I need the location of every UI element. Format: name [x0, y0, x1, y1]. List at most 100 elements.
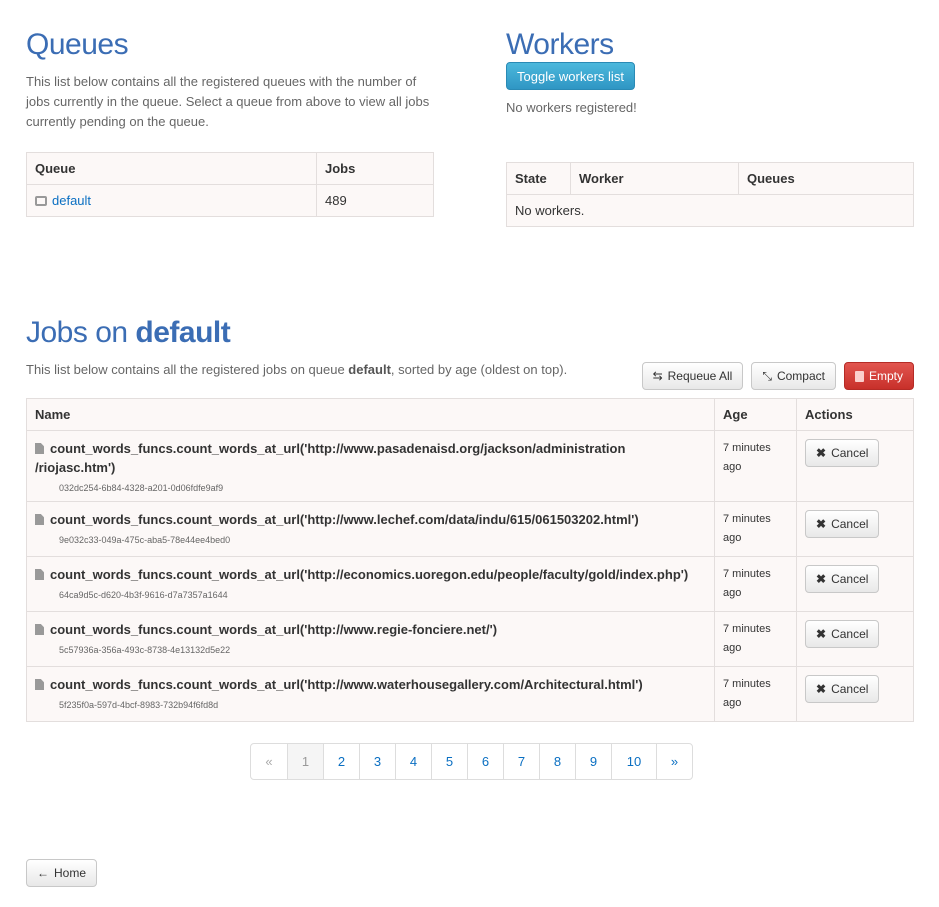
cancel-label: Cancel: [831, 627, 869, 641]
requeue-all-button[interactable]: ⇆ Requeue All: [641, 362, 744, 390]
workers-table: State Worker Queues No workers.: [506, 162, 914, 227]
col-worker: Worker: [570, 162, 739, 195]
toggle-workers-button[interactable]: Toggle workers list: [506, 62, 635, 90]
page-8[interactable]: 8: [539, 744, 575, 779]
workers-section: Workers Toggle workers list No workers r…: [506, 28, 914, 227]
cancel-button[interactable]: ✖ Cancel: [805, 620, 880, 648]
cancel-label: Cancel: [831, 572, 869, 586]
col-jobs: Jobs: [316, 152, 434, 185]
col-queue: Queue: [26, 152, 317, 185]
page-10[interactable]: 10: [611, 744, 656, 779]
file-icon: [35, 443, 44, 454]
file-icon: [35, 569, 44, 580]
queue-link-default[interactable]: default: [52, 193, 92, 208]
job-id: 9e032c33-049a-475c-aba5-78e44ee4bed0: [59, 535, 231, 545]
requeue-icon: ⇆: [652, 369, 663, 383]
jobs-section: Jobs on default This list below contains…: [26, 316, 914, 722]
page-7[interactable]: 7: [503, 744, 539, 779]
empty-button[interactable]: Empty: [843, 362, 914, 390]
compress-icon: ⤡: [762, 368, 772, 383]
jobs-title-queue: default: [135, 316, 231, 349]
queues-title: Queues: [26, 28, 129, 61]
job-row: count_words_funcs.count_words_at_url('ht…: [26, 430, 914, 502]
job-row: count_words_funcs.count_words_at_url('ht…: [26, 501, 914, 557]
page-3[interactable]: 3: [359, 744, 395, 779]
job-age: 7 minutes ago: [714, 430, 797, 502]
job-id: 032dc254-6b84-4328-a201-0d06fdfe9af9: [59, 483, 224, 493]
job-name: count_words_funcs.count_words_at_url('ht…: [50, 622, 498, 637]
close-icon: ✖: [816, 446, 827, 460]
close-icon: ✖: [816, 517, 827, 531]
page-2[interactable]: 2: [323, 744, 359, 779]
requeue-label: Requeue All: [667, 369, 733, 383]
cancel-button[interactable]: ✖ Cancel: [805, 439, 880, 467]
col-actions: Actions: [796, 398, 914, 431]
empty-label: Empty: [868, 369, 903, 383]
pagination: « 1 2 3 4 5 6 7 8 9 10»: [250, 743, 693, 780]
jobs-table: Name Age Actions count_words_funcs.count_w…: [26, 398, 914, 722]
home-label: Home: [54, 866, 87, 880]
col-queues: Queues: [738, 162, 914, 195]
page-4[interactable]: 4: [395, 744, 431, 779]
col-age: Age: [714, 398, 797, 431]
col-name: Name: [26, 398, 715, 431]
compact-button[interactable]: ⤡ Compact: [751, 362, 836, 390]
file-icon: [35, 624, 44, 635]
job-id: 5c57936a-356a-493c-8738-4e13132d5e22: [59, 645, 231, 655]
workers-status: No workers registered!: [506, 100, 637, 115]
desc-queue: default: [348, 362, 391, 377]
queues-section: Queues This list below contains all the …: [26, 28, 434, 217]
cancel-label: Cancel: [831, 517, 869, 531]
job-name-cell: count_words_funcs.count_words_at_url('ht…: [26, 666, 715, 722]
close-icon: ✖: [816, 572, 827, 586]
job-actions: ✖ Cancel: [796, 501, 914, 557]
jobs-title: Jobs on default: [26, 316, 914, 350]
cancel-label: Cancel: [831, 446, 869, 460]
job-id: 5f235f0a-597d-4bcf-8983-732b94f6fd8d: [59, 700, 219, 710]
job-actions: ✖ Cancel: [796, 611, 914, 667]
job-age: 7 minutes ago: [714, 556, 797, 612]
job-row: count_words_funcs.count_words_at_url('ht…: [26, 666, 914, 722]
page-1[interactable]: 1: [287, 744, 323, 779]
close-icon: ✖: [816, 682, 827, 696]
job-age: 7 minutes ago: [714, 611, 797, 667]
close-icon: ✖: [816, 627, 827, 641]
queue-row: default 489: [26, 184, 434, 217]
job-name: count_words_funcs.count_words_at_url('ht…: [50, 567, 689, 582]
job-actions: ✖ Cancel: [796, 666, 914, 722]
page-5[interactable]: 5: [431, 744, 467, 779]
job-name-cell: count_words_funcs.count_words_at_url('ht…: [26, 501, 715, 557]
page-9[interactable]: 9: [575, 744, 611, 779]
cancel-button[interactable]: ✖ Cancel: [805, 510, 880, 538]
queues-description: This list below contains all the registe…: [26, 74, 430, 129]
file-icon: [35, 679, 44, 690]
job-name-cell: count_words_funcs.count_words_at_url('ht…: [26, 430, 715, 502]
job-age: 7 minutes ago: [714, 666, 797, 722]
job-row: count_words_funcs.count_words_at_url('ht…: [26, 556, 914, 612]
jobs-description: This list below contains all the registe…: [26, 360, 914, 380]
page-6[interactable]: 6: [467, 744, 503, 779]
queue-jobs-count: 489: [316, 184, 434, 217]
job-name-cell: count_words_funcs.count_words_at_url('ht…: [26, 611, 715, 667]
workers-title: Workers: [506, 28, 614, 61]
no-workers-text: No workers.: [506, 194, 914, 227]
job-id: 64ca9d5c-d620-4b3f-9616-d7a7357a1644: [59, 590, 228, 600]
page-next[interactable]: »: [656, 744, 692, 779]
jobs-title-prefix: Jobs on: [26, 316, 136, 349]
col-state: State: [506, 162, 571, 195]
trash-icon: [854, 370, 864, 382]
page-prev[interactable]: «: [265, 754, 273, 769]
queues-table: Queue Jobs default 489: [26, 152, 434, 217]
file-icon: [35, 514, 44, 525]
cancel-button[interactable]: ✖ Cancel: [805, 675, 880, 703]
home-button[interactable]: ← Home: [26, 859, 98, 887]
jobs-toolbar: ⇆ Requeue All ⤡ Compact Empty: [641, 362, 914, 390]
job-age: 7 minutes ago: [714, 501, 797, 557]
job-name: count_words_funcs.count_words_at_url('ht…: [35, 441, 626, 475]
job-actions: ✖ Cancel: [796, 430, 914, 502]
cancel-button[interactable]: ✖ Cancel: [805, 565, 880, 593]
desc-pre: This list below contains all the registe…: [26, 362, 349, 377]
job-actions: ✖ Cancel: [796, 556, 914, 612]
arrow-left-icon: ←: [37, 866, 49, 880]
inbox-icon: [35, 196, 47, 206]
